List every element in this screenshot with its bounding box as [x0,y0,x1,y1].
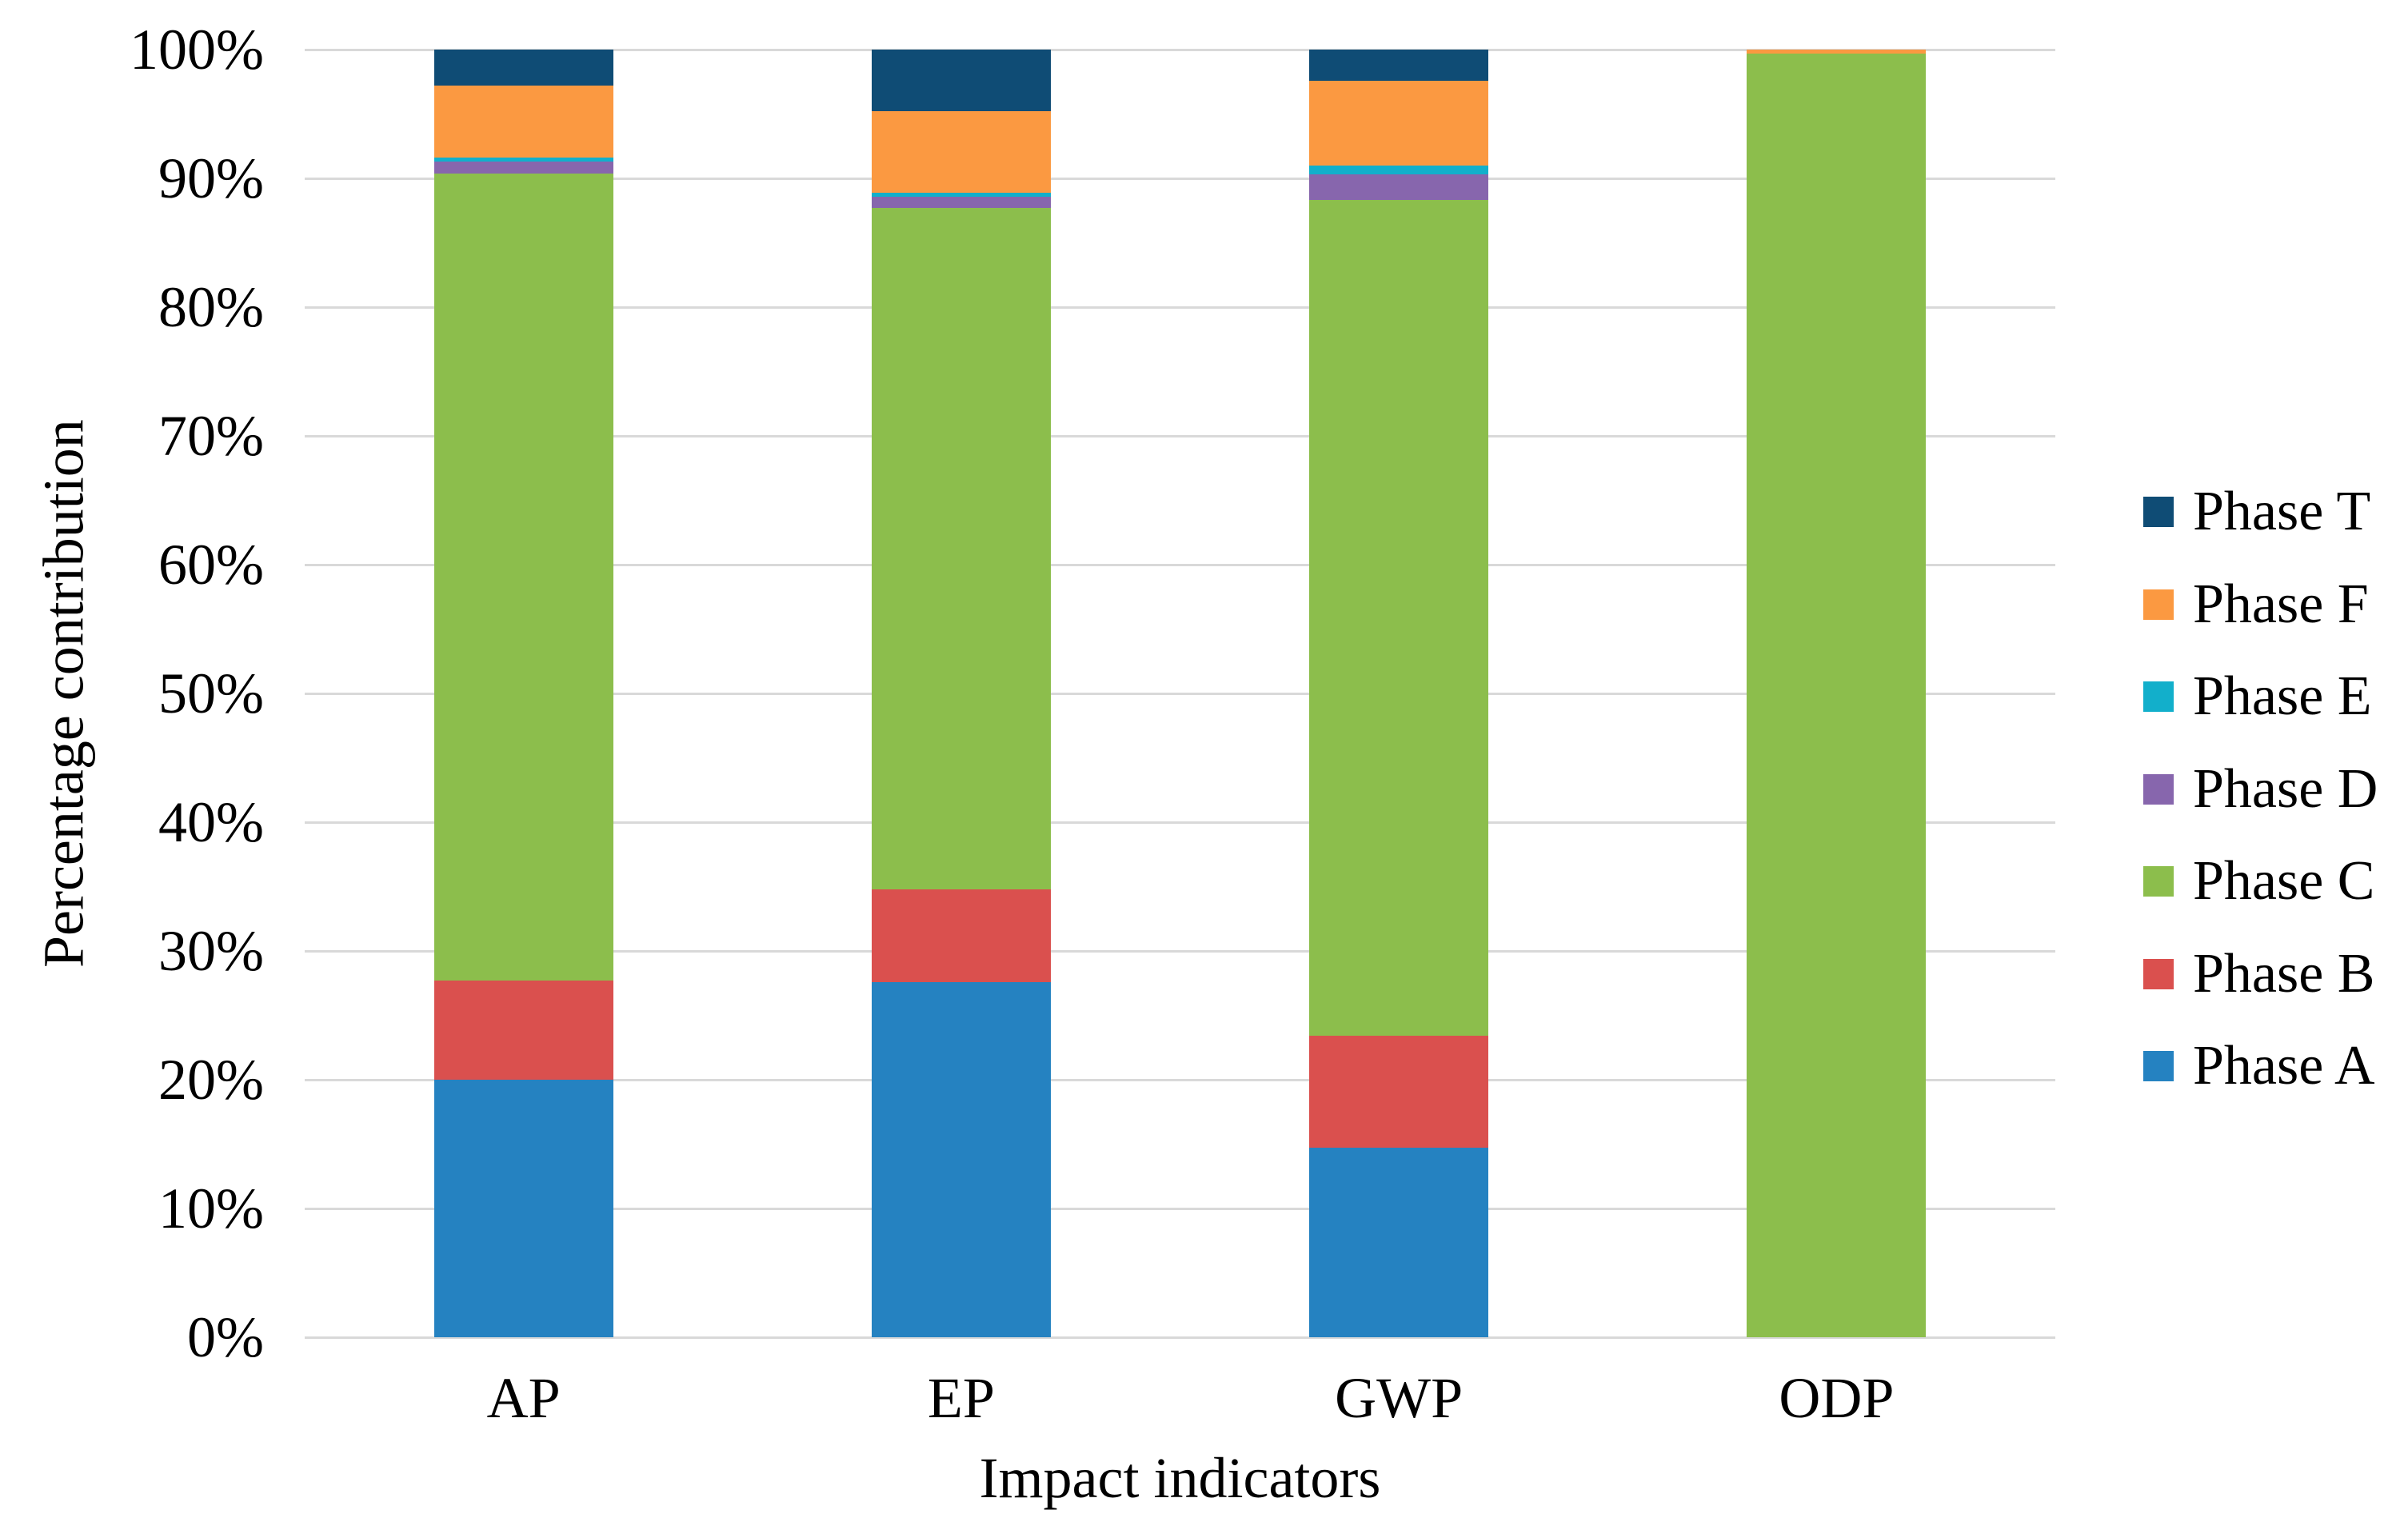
legend-swatch-icon [2143,866,2174,897]
bar-segment-ap-phase-c [433,173,613,981]
bar-segment-odp-phase-c [1747,53,1927,1337]
y-tick-label: 60% [158,533,264,597]
legend-item-phase-c: Phase C [2143,845,2375,917]
y-axis-tick-labels: 100% 90% 80% 70% 60% 50% 40% 30% 20% 10% 0% [0,18,264,1369]
gridline [305,48,2055,51]
bar-segment-gwp-phase-b [1309,1036,1489,1148]
bar-segment-ep-phase-e [871,192,1051,197]
legend-label: Phase F [2193,573,2369,635]
bar-segment-gwp-phase-a [1309,1148,1489,1337]
legend-label: Phase A [2193,1035,2375,1097]
gridline [305,306,2055,309]
x-label-ap: AP [486,1366,561,1430]
legend-swatch-icon [2143,589,2174,620]
x-label-ep: EP [927,1366,995,1430]
legend-swatch-icon [2143,958,2174,989]
bar-ap [433,50,613,1337]
legend-item-phase-e: Phase E [2143,661,2372,733]
gridline [305,434,2055,437]
y-tick-label: 10% [158,1176,264,1240]
bar-segment-ep-phase-t [871,50,1051,112]
gridline [305,949,2055,953]
bar-segment-ep-phase-c [871,208,1051,889]
y-tick-label: 70% [158,404,264,468]
bar-segment-ep-phase-d [871,196,1051,209]
bar-ep [871,50,1051,1337]
y-tick-label: 90% [158,146,264,210]
y-tick-label: 40% [158,790,264,854]
x-axis-category-labels: AP EP GWP ODP [305,1358,2055,1438]
legend-label: Phase B [2193,942,2375,1005]
x-axis-title: Impact indicators [979,1446,1381,1510]
legend-item-phase-a: Phase A [2143,1030,2375,1102]
legend-item-phase-b: Phase B [2143,938,2375,1010]
legend-item-phase-d: Phase D [2143,753,2378,825]
bar-segment-gwp-phase-f [1309,80,1489,166]
legend-label: Phase E [2193,665,2372,727]
legend-label: Phase C [2193,850,2375,912]
bar-segment-odp-phase-f [1747,50,1927,54]
legend-item-phase-t: Phase T [2143,476,2370,548]
bar-segment-gwp-phase-c [1309,200,1489,1037]
y-tick-label: 20% [158,1048,264,1112]
legend-swatch-icon [2143,1051,2174,1081]
legend-swatch-icon [2143,773,2174,805]
y-tick-label: 50% [158,661,264,725]
bar-segment-ap-phase-f [433,86,613,158]
gridline [305,1336,2055,1339]
legend-item-phase-f: Phase F [2143,569,2369,641]
gridline [305,563,2055,566]
bar-odp [1747,50,1927,1337]
x-label-odp: ODP [1779,1366,1895,1430]
gridline [305,692,2055,695]
bar-segment-ep-phase-f [871,111,1051,193]
gridline [305,1207,2055,1210]
plot-area [305,48,2055,1339]
y-tick-label: 80% [158,275,264,339]
legend-label: Phase D [2193,757,2378,820]
bar-gwp [1309,50,1489,1337]
legend: Phase T Phase F Phase E Phase D Phase C Phase… [2143,476,2408,1108]
bar-segment-ep-phase-b [871,889,1051,982]
bar-segment-gwp-phase-d [1309,174,1489,201]
gridline [305,821,2055,824]
bar-segment-ep-phase-a [871,981,1051,1337]
legend-swatch-icon [2143,497,2174,527]
x-label-gwp: GWP [1335,1366,1464,1430]
bar-segment-ap-phase-b [433,981,613,1080]
bar-segment-ap-phase-t [433,50,613,86]
bar-segment-ap-phase-e [433,158,613,162]
gridline [305,1078,2055,1081]
bar-segment-gwp-phase-e [1309,165,1489,175]
bar-segment-ap-phase-d [433,162,613,174]
bar-segment-gwp-phase-t [1309,50,1489,81]
y-tick-label: 0% [187,1305,264,1369]
gridline [305,177,2055,180]
bar-segment-ap-phase-a [433,1080,613,1337]
legend-label: Phase T [2193,481,2371,542]
legend-swatch-icon [2143,681,2174,712]
y-tick-label: 30% [158,919,264,983]
y-tick-label: 100% [130,18,264,82]
